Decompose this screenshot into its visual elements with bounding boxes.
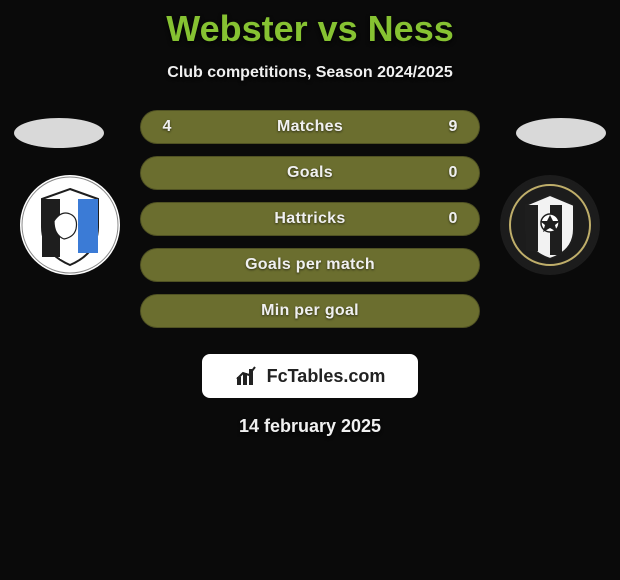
- stat-row: 4 Matches 9: [140, 110, 480, 144]
- subtitle: Club competitions, Season 2024/2025: [0, 64, 620, 82]
- stat-label: Hattricks: [177, 210, 443, 228]
- brand-badge[interactable]: FcTables.com: [202, 354, 418, 398]
- bar-chart-icon: [235, 365, 261, 387]
- stat-right-value: 0: [443, 210, 463, 228]
- club-crest-right: [500, 175, 600, 275]
- stat-left-value: 4: [157, 118, 177, 136]
- crest-right-svg: [500, 175, 600, 275]
- stat-row: Hattricks 0: [140, 202, 480, 236]
- brand-text: FcTables.com: [267, 366, 386, 387]
- comparison-arena: 4 Matches 9 Goals 0 Hattricks 0 Goals pe…: [0, 110, 620, 340]
- match-date: 14 february 2025: [0, 416, 620, 437]
- club-crest-left: [20, 175, 120, 275]
- stat-rows: 4 Matches 9 Goals 0 Hattricks 0 Goals pe…: [140, 110, 480, 340]
- player-shadow-right: [516, 118, 606, 148]
- stat-row: Goals 0: [140, 156, 480, 190]
- stat-right-value: 0: [443, 164, 463, 182]
- stat-row: Goals per match: [140, 248, 480, 282]
- stat-label: Matches: [177, 118, 443, 136]
- stat-label: Goals: [177, 164, 443, 182]
- stat-right-value: 9: [443, 118, 463, 136]
- page-title: Webster vs Ness: [0, 0, 620, 50]
- stat-label: Goals per match: [177, 256, 443, 274]
- crest-left-svg: [20, 175, 120, 275]
- player-shadow-left: [14, 118, 104, 148]
- stat-row: Min per goal: [140, 294, 480, 328]
- stat-label: Min per goal: [177, 302, 443, 320]
